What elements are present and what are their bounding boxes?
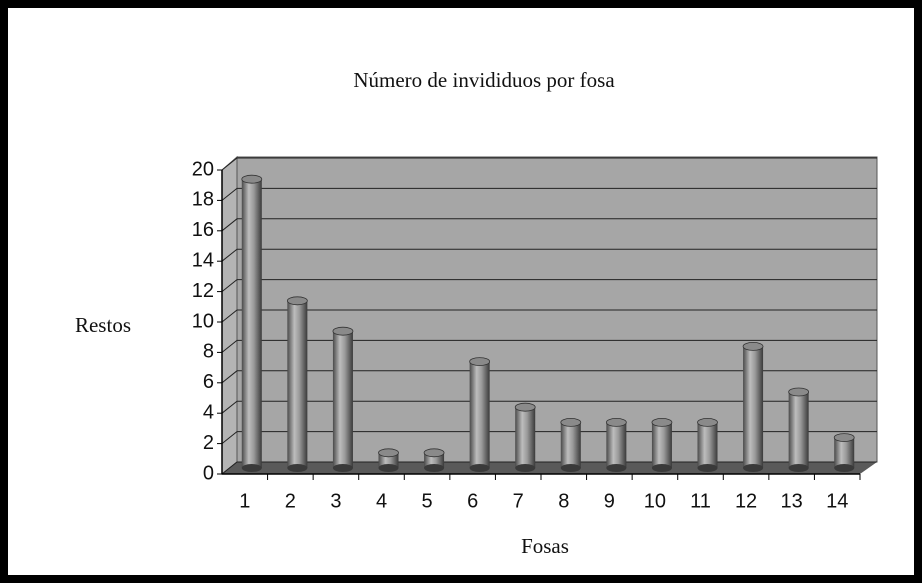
grid-line — [221, 157, 877, 171]
bar-base — [743, 464, 764, 472]
bar-base — [287, 464, 308, 472]
bar-base — [697, 464, 718, 472]
bar-top — [560, 417, 582, 427]
bar — [469, 361, 490, 468]
bar — [788, 392, 809, 468]
bar-base — [651, 464, 672, 472]
bar — [332, 331, 353, 468]
y-tick-label: 12 — [192, 280, 214, 302]
bar — [241, 179, 262, 468]
x-tick-label: 8 — [558, 490, 569, 512]
x-tick-label: 5 — [422, 490, 433, 512]
x-tick-label: 12 — [735, 490, 757, 512]
y-tick-label: 18 — [192, 189, 214, 211]
bar-base — [378, 464, 399, 472]
y-tick-label: 0 — [203, 462, 214, 484]
y-tick-label: 10 — [192, 310, 214, 332]
bar — [515, 407, 536, 468]
y-tick-label: 20 — [192, 158, 214, 180]
x-tick-label: 11 — [690, 490, 711, 512]
grid-line — [221, 339, 877, 353]
x-tick-label: 6 — [467, 490, 478, 512]
bar — [560, 422, 581, 468]
bar-top — [514, 402, 536, 412]
bar-top — [469, 357, 491, 367]
x-tick-label: 3 — [330, 490, 341, 512]
bar-base — [424, 464, 445, 472]
bar-top — [241, 174, 263, 184]
bar-top — [742, 341, 764, 351]
bar-base — [332, 464, 353, 472]
x-tick-label: 4 — [376, 490, 387, 512]
grid-line — [221, 218, 877, 232]
y-tick-label: 4 — [203, 401, 214, 423]
grid-line — [221, 309, 877, 323]
x-tick-label: 7 — [513, 490, 524, 512]
bar-base — [788, 464, 809, 472]
y-tick-label: 16 — [192, 219, 214, 241]
x-tick-label: 10 — [644, 490, 666, 512]
x-tick-label: 9 — [604, 490, 615, 512]
x-tick-label: 2 — [285, 490, 296, 512]
y-tick-label: 2 — [203, 432, 214, 454]
grid-line — [221, 400, 877, 414]
bar-top — [378, 448, 399, 458]
grid-line — [221, 370, 877, 384]
x-axis-title: Fosas — [521, 534, 569, 558]
bar-top — [697, 417, 718, 427]
bar-base — [834, 464, 855, 472]
y-tick-label: 6 — [203, 371, 214, 393]
bar — [697, 422, 718, 468]
grid-line — [221, 248, 877, 262]
y-axis-title: Restos — [75, 313, 131, 337]
bar-top — [423, 448, 445, 458]
bar-top — [651, 417, 673, 427]
x-tick-label: 13 — [781, 490, 803, 512]
floor — [222, 462, 877, 474]
bar — [651, 422, 672, 468]
bar-top — [788, 387, 810, 397]
bar-base — [560, 464, 581, 472]
y-tick-label: 8 — [203, 341, 214, 363]
bar — [606, 422, 627, 468]
bar-base — [469, 464, 490, 472]
bar-top — [286, 296, 308, 306]
x-tick-label: 14 — [826, 490, 848, 512]
bar-base — [606, 464, 627, 472]
bar-top — [833, 433, 855, 443]
bar — [743, 346, 764, 468]
bar — [287, 300, 308, 468]
y-tick-label: 14 — [192, 249, 214, 271]
grid-line — [221, 279, 877, 292]
bar-top — [332, 326, 354, 336]
x-tick-label: 1 — [239, 490, 250, 512]
bar-base — [515, 464, 536, 472]
bar — [834, 437, 855, 468]
bar-base — [241, 464, 262, 472]
chart-title: Número de invididuos por fosa — [353, 68, 615, 92]
bar-top — [605, 417, 627, 427]
grid-line — [221, 187, 877, 201]
